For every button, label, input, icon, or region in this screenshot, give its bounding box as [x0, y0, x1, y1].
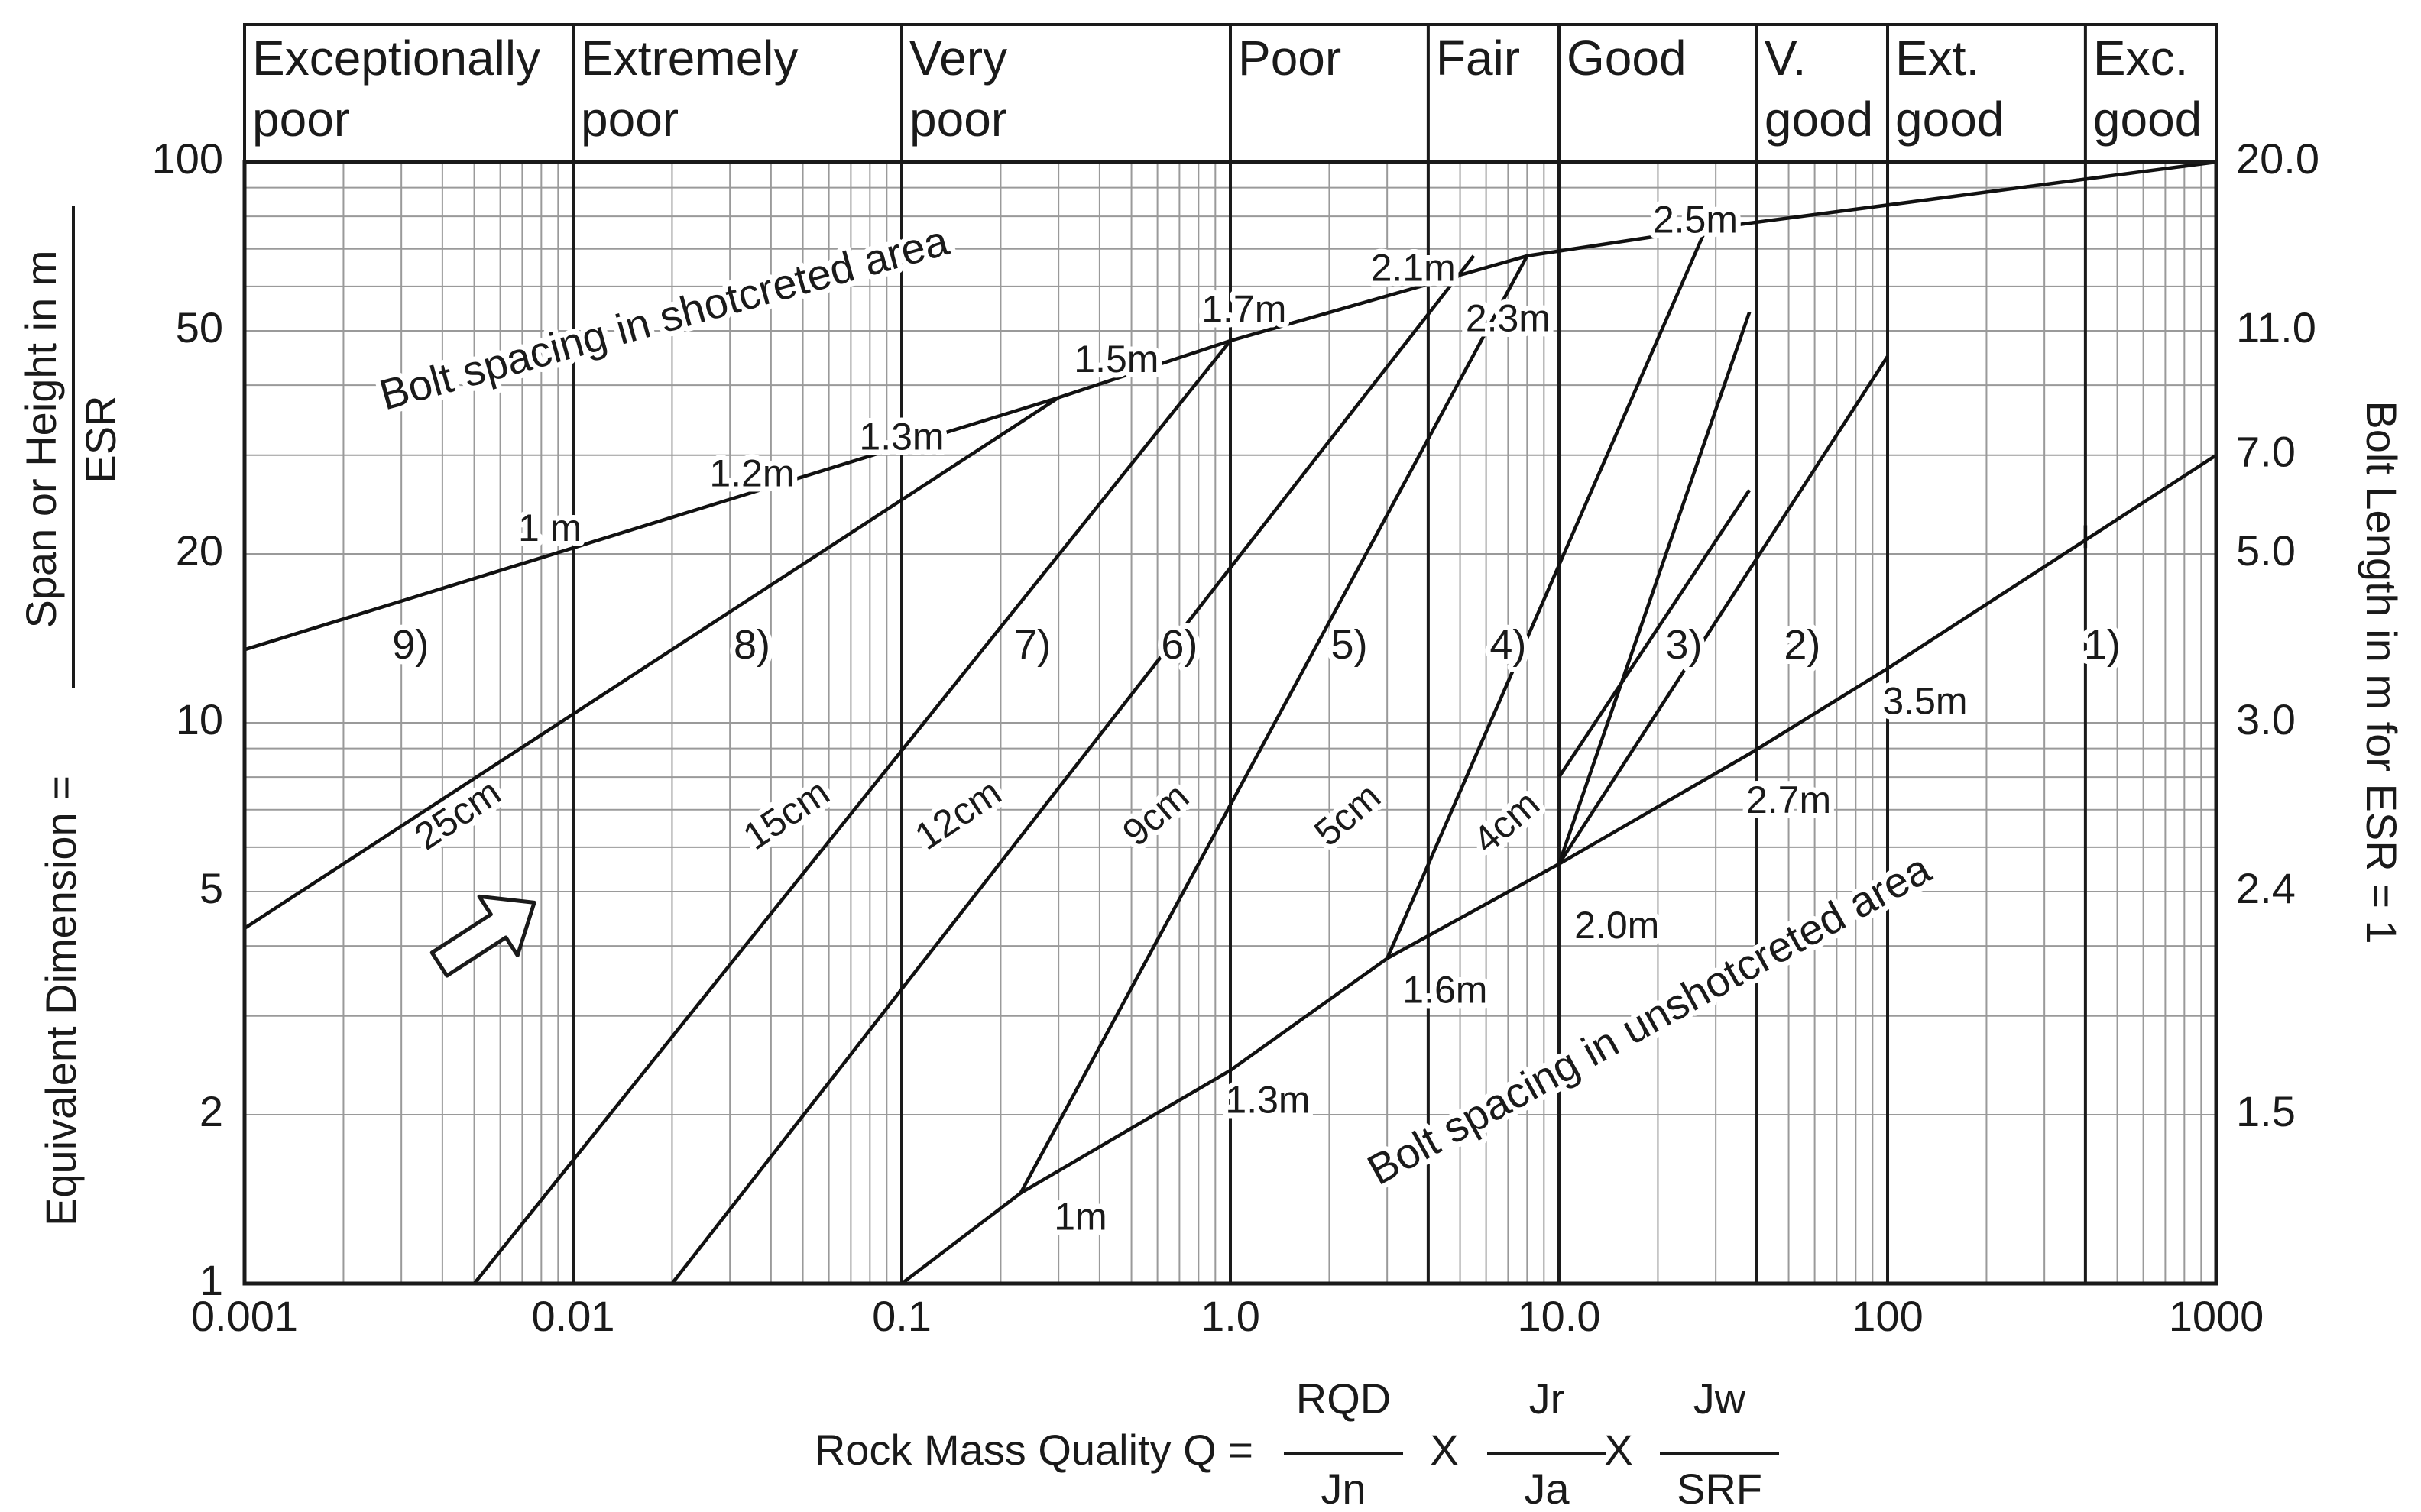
lower-spacing-label: 1.6m: [1402, 969, 1487, 1012]
lower-curve-label: Bolt spacing in unshotcreted area: [1360, 843, 1939, 1193]
class-label-line2: good: [1895, 92, 2004, 147]
x-tick-label: 0.1: [872, 1292, 932, 1340]
y2-tick-label: 1.5: [2236, 1087, 2296, 1135]
upper-spacing-label: 2.5m: [1653, 198, 1738, 241]
upper-spacing-label: 1.7m: [1201, 288, 1286, 331]
class-label-line1: V.: [1765, 31, 1807, 86]
lower-spacing-label: 1.3m: [1225, 1079, 1310, 1122]
x-tick-label: 1.0: [1201, 1292, 1260, 1340]
y-tick-label: 20: [176, 526, 223, 575]
shotcrete-thickness-label: 15cm: [735, 770, 837, 858]
upper-curve-label: Bolt spacing in shotcreted area: [374, 215, 954, 419]
upper-spacing-label: 1 m: [518, 507, 582, 549]
support-category-label: 7): [1014, 622, 1051, 668]
times-sign: X: [1430, 1426, 1458, 1474]
times-sign: X: [1604, 1426, 1632, 1474]
y-tick-label: 5: [199, 864, 223, 912]
y2-tick-label: 5.0: [2236, 526, 2296, 575]
lower-spacing-label: 2.0m: [1574, 904, 1659, 947]
y-axis-label: Equivalent Dimension =: [37, 775, 85, 1226]
y2-tick-label: 11.0: [2236, 303, 2316, 351]
y-tick-label: 10: [176, 695, 223, 743]
y-tick-label: 2: [199, 1087, 223, 1135]
series-line: [472, 339, 1232, 1285]
support-category-label: 8): [734, 622, 770, 668]
series-line: [1019, 254, 1529, 1194]
fraction-jr-ja-denominator: Ja: [1524, 1465, 1570, 1512]
series-line: [900, 453, 2218, 1285]
class-label-line1: Good: [1567, 31, 1687, 86]
series-line: [1386, 228, 1708, 960]
series-line: [1557, 311, 1752, 865]
support-category-label: 5): [1331, 622, 1368, 668]
shotcrete-thickness-label: 25cm: [407, 770, 508, 858]
class-label-line2: good: [2093, 92, 2202, 147]
support-category-label: 1): [2084, 622, 2121, 668]
direction-arrow: [429, 894, 536, 978]
plot-frame: [242, 160, 2218, 1286]
class-label-line2: poor: [581, 92, 679, 147]
support-category-label: 9): [392, 622, 429, 668]
shotcrete-thickness-label: 12cm: [907, 770, 1009, 858]
support-category-label: 4): [1489, 622, 1526, 668]
axes: 0.001 0.01 0.1 1.0 10.0 100 1000 100 50 20 10 5 2 1 20…: [17, 134, 2406, 1512]
upper-spacing-label: 1.5m: [1074, 338, 1159, 380]
series-line: [1557, 489, 1752, 779]
series-line: [670, 254, 1476, 1285]
y2-tick-label: 20.0: [2236, 134, 2319, 183]
x-tick-label: 0.01: [532, 1292, 615, 1340]
y2-tick-label: 7.0: [2236, 428, 2296, 476]
y2-axis-label: Bolt Length in m for ESR = 1: [2358, 400, 2406, 944]
class-label-line1: Poor: [1238, 31, 1341, 86]
y-axis-label-denominator: ESR: [76, 395, 125, 483]
chart-series: [243, 160, 2218, 1285]
class-label-line1: Ext.: [1895, 31, 1979, 86]
support-category-label: 6): [1161, 622, 1198, 668]
class-label-line2: poor: [252, 92, 350, 147]
class-label-line1: Extremely: [581, 31, 799, 86]
y-tick-label: 50: [176, 303, 223, 351]
series-line: [243, 396, 1060, 930]
fraction-rqd-jn-denominator: Jn: [1321, 1465, 1366, 1512]
series-line: [1557, 355, 1889, 866]
y-axis-label-numerator: Span or Height in m: [17, 251, 65, 629]
fraction-jw-srf-numerator: Jw: [1693, 1374, 1746, 1423]
upper-spacing-label: 2.3m: [1466, 297, 1551, 340]
y2-tick-label: 3.0: [2236, 695, 2296, 743]
class-label-line2: good: [1765, 92, 1873, 147]
x-tick-label: 100: [1852, 1292, 1923, 1340]
lower-spacing-label: 3.5m: [1882, 680, 1967, 723]
class-label-line1: Very: [909, 31, 1007, 86]
x-axis-label: Rock Mass Quality Q =: [815, 1426, 1253, 1474]
shotcrete-thickness-label: 4cm: [1465, 782, 1548, 861]
lower-spacing-label: 2.7m: [1746, 779, 1831, 821]
x-tick-label: 0.001: [191, 1292, 298, 1340]
upper-spacing-label: 2.1m: [1371, 246, 1456, 289]
shotcrete-thickness-label: 9cm: [1114, 775, 1197, 854]
lower-spacing-label: 1m: [1054, 1196, 1107, 1238]
fraction-rqd-jn-numerator: RQD: [1296, 1374, 1391, 1423]
upper-spacing-label: 1.3m: [859, 415, 944, 458]
x-tick-label: 1000: [2169, 1292, 2264, 1340]
class-label-line1: Exc.: [2093, 31, 2188, 86]
y-tick-label: 1: [199, 1256, 223, 1304]
support-category-label: 2): [1784, 622, 1820, 668]
upper-spacing-label: 1.2m: [709, 452, 794, 495]
shotcrete-thickness-label: 5cm: [1306, 775, 1389, 854]
y-tick-label: 100: [152, 134, 223, 183]
support-category-label: 3): [1665, 622, 1702, 668]
fraction-jw-srf-denominator: SRF: [1677, 1465, 1762, 1512]
class-label-line1: Exceptionally: [252, 31, 540, 86]
class-header: Exceptionally poor Extremely poor Very poor Po…: [243, 23, 2218, 1284]
fraction-jr-ja-numerator: Jr: [1529, 1374, 1565, 1423]
y2-tick-label: 2.4: [2236, 864, 2296, 912]
x-tick-label: 10.0: [1518, 1292, 1601, 1340]
class-label-line2: poor: [909, 92, 1007, 147]
class-label-line1: Fair: [1436, 31, 1520, 86]
series-line: [244, 160, 2217, 652]
